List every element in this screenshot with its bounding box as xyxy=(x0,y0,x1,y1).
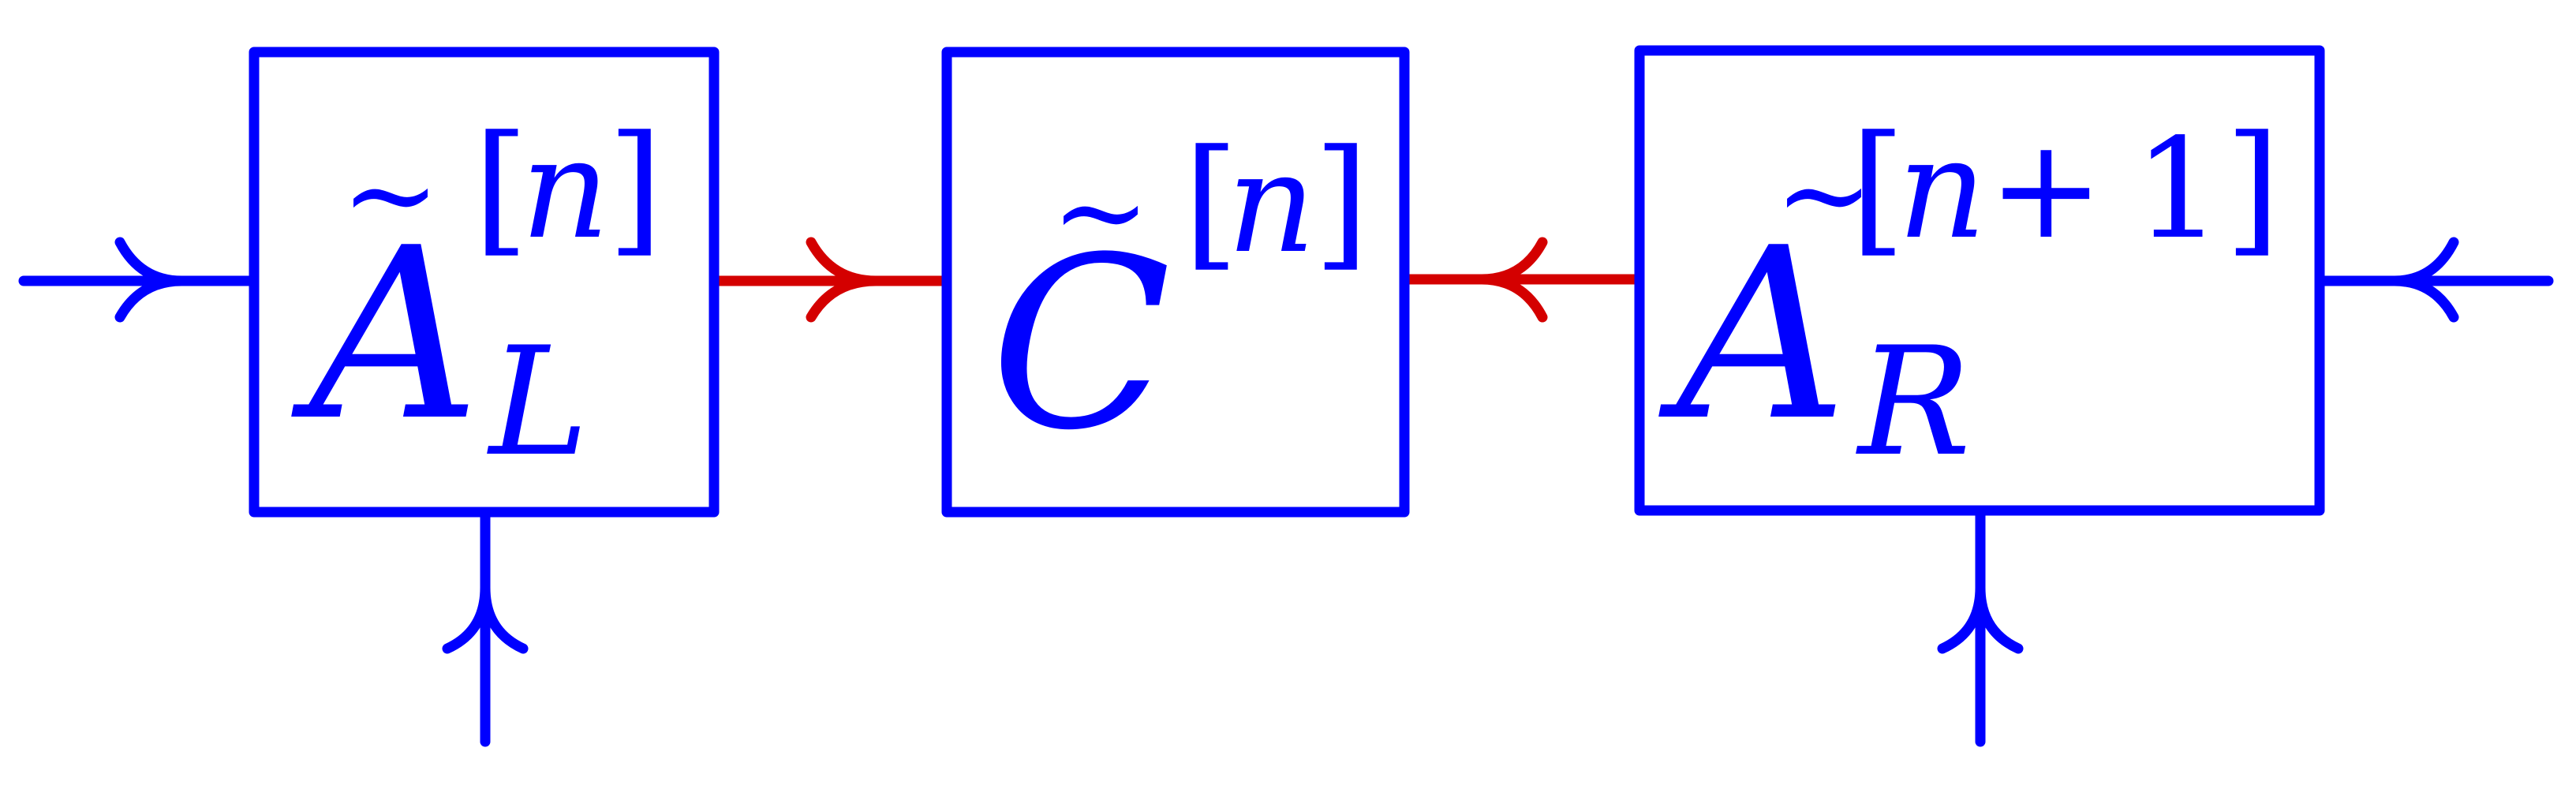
superscript-close-bracket-a-left: ] xyxy=(608,106,663,271)
superscript-open-bracket-a-right: [ xyxy=(1850,106,1905,271)
a-right-to-c-arrowhead xyxy=(1476,237,1548,323)
tilde-c-center: ~ xyxy=(1051,144,1150,281)
node-box-a-left xyxy=(249,47,720,518)
tilde-a-left: ~ xyxy=(341,126,440,264)
subscript-a-right: R xyxy=(1856,315,1971,489)
superscript-close-bracket-a-right: ] xyxy=(2225,106,2280,271)
superscript-n-c-center: n xyxy=(1227,124,1316,284)
superscript-one-a-right: 1 xyxy=(2134,110,2222,270)
edge-right-output xyxy=(2314,237,2554,323)
edge-a-left-to-c xyxy=(708,237,952,323)
node-label-a-right: ~ A R [ n + 1 ] xyxy=(1658,106,2281,489)
node-label-a-left: ~ A L [ n ] xyxy=(291,106,664,489)
left-input-arrowhead xyxy=(114,237,187,323)
superscript-n-a-right: n xyxy=(1897,110,1987,270)
right-output-arrowhead xyxy=(2389,237,2459,323)
a-left-physical-arrowhead xyxy=(442,582,529,654)
superscript-plus-a-right: + xyxy=(1988,110,2104,270)
superscript-n-a-left: n xyxy=(521,110,610,270)
subscript-a-left: L xyxy=(487,315,589,489)
base-a-right: A xyxy=(1658,197,1848,473)
tilde-a-right: ~ xyxy=(1774,126,1874,264)
superscript-open-bracket-a-left: [ xyxy=(473,106,529,271)
a-left-to-c-arrowhead xyxy=(806,237,881,323)
node-box-c-center xyxy=(941,47,1410,518)
superscript-open-bracket-c-center: [ xyxy=(1183,120,1239,285)
base-a-left: A xyxy=(291,197,480,473)
base-c-center: C xyxy=(990,207,1172,482)
edge-a-left-physical xyxy=(442,507,529,747)
a-right-physical-arrowhead xyxy=(1937,582,2024,654)
edge-a-right-to-c xyxy=(1399,237,1645,323)
edge-left-input xyxy=(18,237,260,323)
node-box-a-right xyxy=(1634,45,2325,516)
node-label-c-center: ~ C [ n ] xyxy=(990,120,1369,482)
edge-a-right-physical xyxy=(1937,507,2024,747)
superscript-close-bracket-c-center: ] xyxy=(1314,120,1369,285)
